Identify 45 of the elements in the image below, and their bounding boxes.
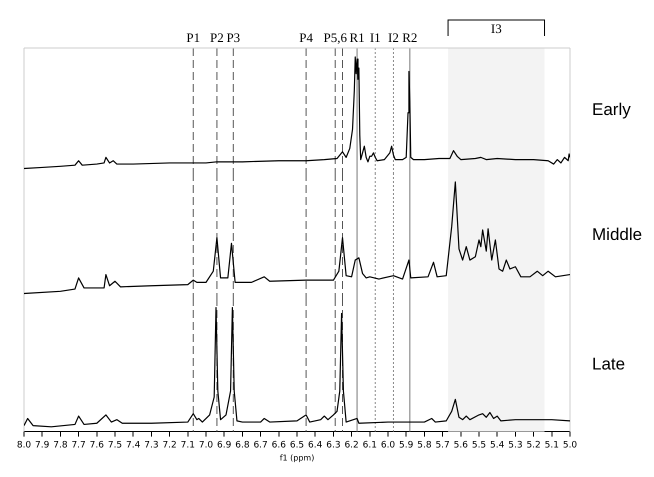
x-tick-label: 7.6 [90, 440, 104, 450]
ref-line-label: R1 [349, 30, 365, 45]
x-tick-label: 5.3 [508, 440, 523, 450]
x-tick-label: 6.0 [380, 440, 396, 450]
text: Late [592, 354, 626, 374]
x-tick-label: 5.6 [454, 440, 468, 450]
x-tick-label: 7.0 [198, 440, 214, 450]
x-tick-label: 8.0 [16, 440, 32, 450]
x-tick-label: 7.9 [35, 440, 50, 450]
x-axis-title: f1 (ppm) [280, 453, 314, 462]
ref-line-label: P3 [226, 30, 240, 45]
ref-line-label: P5,6 [323, 30, 348, 45]
x-tick-label: 5.4 [490, 440, 505, 450]
x-tick-label: 7.8 [53, 440, 68, 450]
x-tick-label: 6.9 [217, 440, 232, 450]
ref-line-label: I2 [388, 30, 399, 45]
x-tick-label: 5.7 [435, 440, 450, 450]
x-tick-label: 5.0 [562, 440, 578, 450]
x-tick-label: 5.5 [472, 440, 486, 450]
x-tick-label: 6.2 [344, 440, 359, 450]
x-tick-label: 5.1 [544, 440, 559, 450]
band-label: I3 [490, 21, 502, 36]
x-tick-label: 6.5 [290, 440, 304, 450]
x-tick-label: 7.1 [180, 440, 195, 450]
x-tick-label: 7.4 [126, 440, 141, 450]
x-tick-label: 7.5 [108, 440, 122, 450]
ref-line-label: P1 [186, 30, 200, 45]
x-tick-label: 6.7 [253, 440, 268, 450]
text: Middle [592, 225, 642, 244]
x-tick-label: 5.9 [399, 440, 414, 450]
ref-line-label: P4 [299, 30, 314, 45]
x-tick-label: 7.2 [162, 440, 177, 450]
x-tick-label: 5.2 [526, 440, 541, 450]
ref-line-label: P2 [210, 30, 224, 45]
x-tick-label: 6.6 [272, 440, 286, 450]
x-tick-label: 5.8 [417, 440, 432, 450]
ref-line-label: I1 [370, 30, 381, 45]
x-tick-label: 6.4 [308, 440, 323, 450]
x-tick-label: 6.8 [235, 440, 250, 450]
x-tick-label: 6.3 [326, 440, 341, 450]
x-tick-label: 7.3 [144, 440, 159, 450]
text: Early [592, 100, 632, 120]
x-tick-label: 7.7 [71, 440, 86, 450]
ref-line-label: R2 [402, 30, 418, 45]
x-tick-label: 6.1 [362, 440, 377, 450]
